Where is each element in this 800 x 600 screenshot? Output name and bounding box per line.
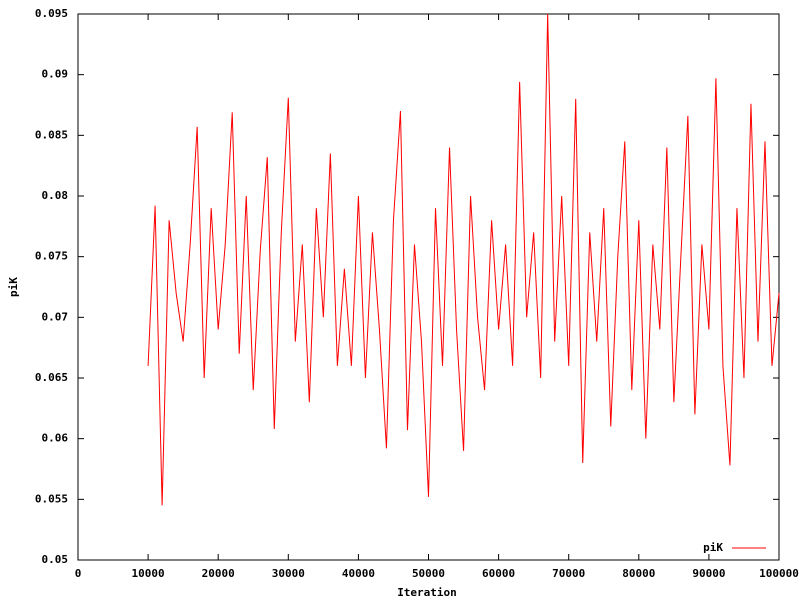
legend-label: piK [703, 541, 723, 554]
x-tick-label: 50000 [412, 567, 445, 580]
y-tick-label: 0.075 [35, 250, 68, 263]
y-tick-label: 0.055 [35, 492, 68, 505]
y-tick-label: 0.06 [42, 432, 69, 445]
y-tick-label: 0.09 [42, 68, 69, 81]
x-tick-label: 20000 [202, 567, 235, 580]
x-tick-label: 60000 [482, 567, 515, 580]
x-tick-label: 80000 [622, 567, 655, 580]
data-line [147, 13, 780, 506]
x-tick-label: 0 [75, 567, 82, 580]
y-tick-label: 0.065 [35, 371, 68, 384]
y-tick-label: 0.095 [35, 7, 68, 20]
y-axis-label: piK [7, 277, 20, 297]
y-tick-label: 0.085 [35, 128, 68, 141]
x-tick-label: 30000 [272, 567, 305, 580]
x-tick-label: 100000 [759, 567, 799, 580]
y-tick-label: 0.08 [42, 189, 69, 202]
x-tick-label: 10000 [132, 567, 165, 580]
x-tick-label: 90000 [692, 567, 725, 580]
x-axis-label: Iteration [397, 586, 457, 599]
y-tick-label: 0.07 [42, 310, 69, 323]
y-tick-label: 0.05 [42, 553, 69, 566]
x-tick-label: 70000 [552, 567, 585, 580]
x-tick-label: 40000 [342, 567, 375, 580]
